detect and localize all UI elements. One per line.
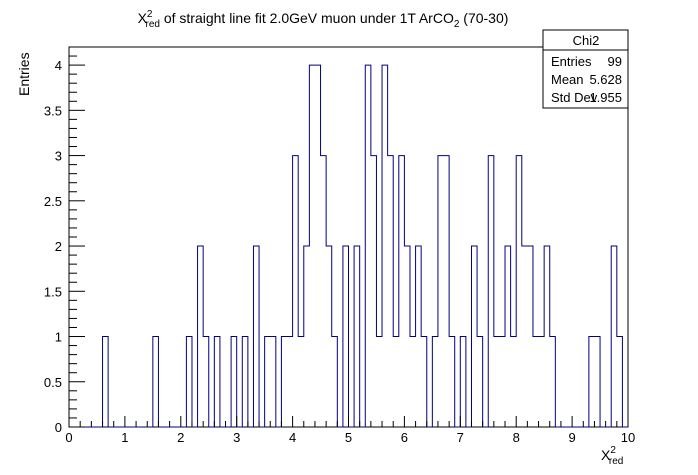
title-text: of straight line fit 2.0GeV muon under 1… bbox=[160, 10, 454, 26]
x-tick-label: 1 bbox=[121, 430, 128, 445]
y-axis-tick-labels: 0 0.5 1 1.5 2 2.5 3 3.5 4 bbox=[44, 58, 62, 435]
y-tick-label: 2.5 bbox=[44, 194, 62, 209]
stats-entries-label: Entries bbox=[551, 54, 592, 69]
x-tick-label: 9 bbox=[568, 430, 575, 445]
x-axis-tick-labels: 0 1 2 3 4 5 6 7 8 9 10 bbox=[65, 430, 635, 445]
x-tick-label: 3 bbox=[233, 430, 240, 445]
title-sup: 2 bbox=[147, 9, 153, 20]
stats-stddev-label: Std Dev bbox=[551, 90, 598, 105]
x-tick-label: 8 bbox=[513, 430, 520, 445]
xlabel-sub: red bbox=[609, 456, 623, 467]
y-tick-label: 1 bbox=[55, 330, 62, 345]
stats-mean-value: 5.628 bbox=[589, 72, 622, 87]
y-tick-label: 3 bbox=[55, 149, 62, 164]
title-text-sub: 2 bbox=[454, 19, 460, 30]
title-sub: red bbox=[145, 19, 159, 30]
y-tick-label: 4 bbox=[55, 58, 62, 73]
y-axis-ticks bbox=[69, 46, 85, 428]
xlabel-sup: 2 bbox=[610, 445, 616, 456]
chart-title: X2 red of straight line fit 2.0GeV muon u… bbox=[138, 9, 509, 30]
x-tick-label: 7 bbox=[457, 430, 464, 445]
x-tick-label: 10 bbox=[621, 430, 635, 445]
stats-stddev-value: 1.955 bbox=[589, 90, 622, 105]
x-tick-label: 5 bbox=[345, 430, 352, 445]
y-tick-label: 3.5 bbox=[44, 103, 62, 118]
stats-box-frame bbox=[542, 29, 629, 109]
title-symbol: X bbox=[138, 10, 148, 26]
stats-box-name: Chi2 bbox=[573, 33, 600, 48]
x-tick-label: 0 bbox=[65, 430, 72, 445]
y-tick-label: 1.5 bbox=[44, 284, 62, 299]
xlabel-symbol: X bbox=[601, 447, 611, 463]
x-tick-label: 6 bbox=[401, 430, 408, 445]
stats-mean-label: Mean bbox=[551, 72, 584, 87]
y-axis-title: Entries bbox=[16, 52, 32, 96]
x-axis-title: X2 red bbox=[601, 445, 623, 467]
x-tick-label: 4 bbox=[289, 430, 296, 445]
stats-box: Chi2 Entries 99 Mean 5.628 Std Dev 1.955 bbox=[542, 29, 629, 109]
x-tick-label: 2 bbox=[177, 430, 184, 445]
x-axis-ticks bbox=[68, 416, 629, 427]
y-tick-label: 0 bbox=[55, 420, 62, 435]
y-tick-label: 0.5 bbox=[44, 375, 62, 390]
title-text-end: (70-30) bbox=[459, 10, 508, 26]
stats-entries-value: 99 bbox=[608, 54, 622, 69]
y-tick-label: 2 bbox=[55, 239, 62, 254]
